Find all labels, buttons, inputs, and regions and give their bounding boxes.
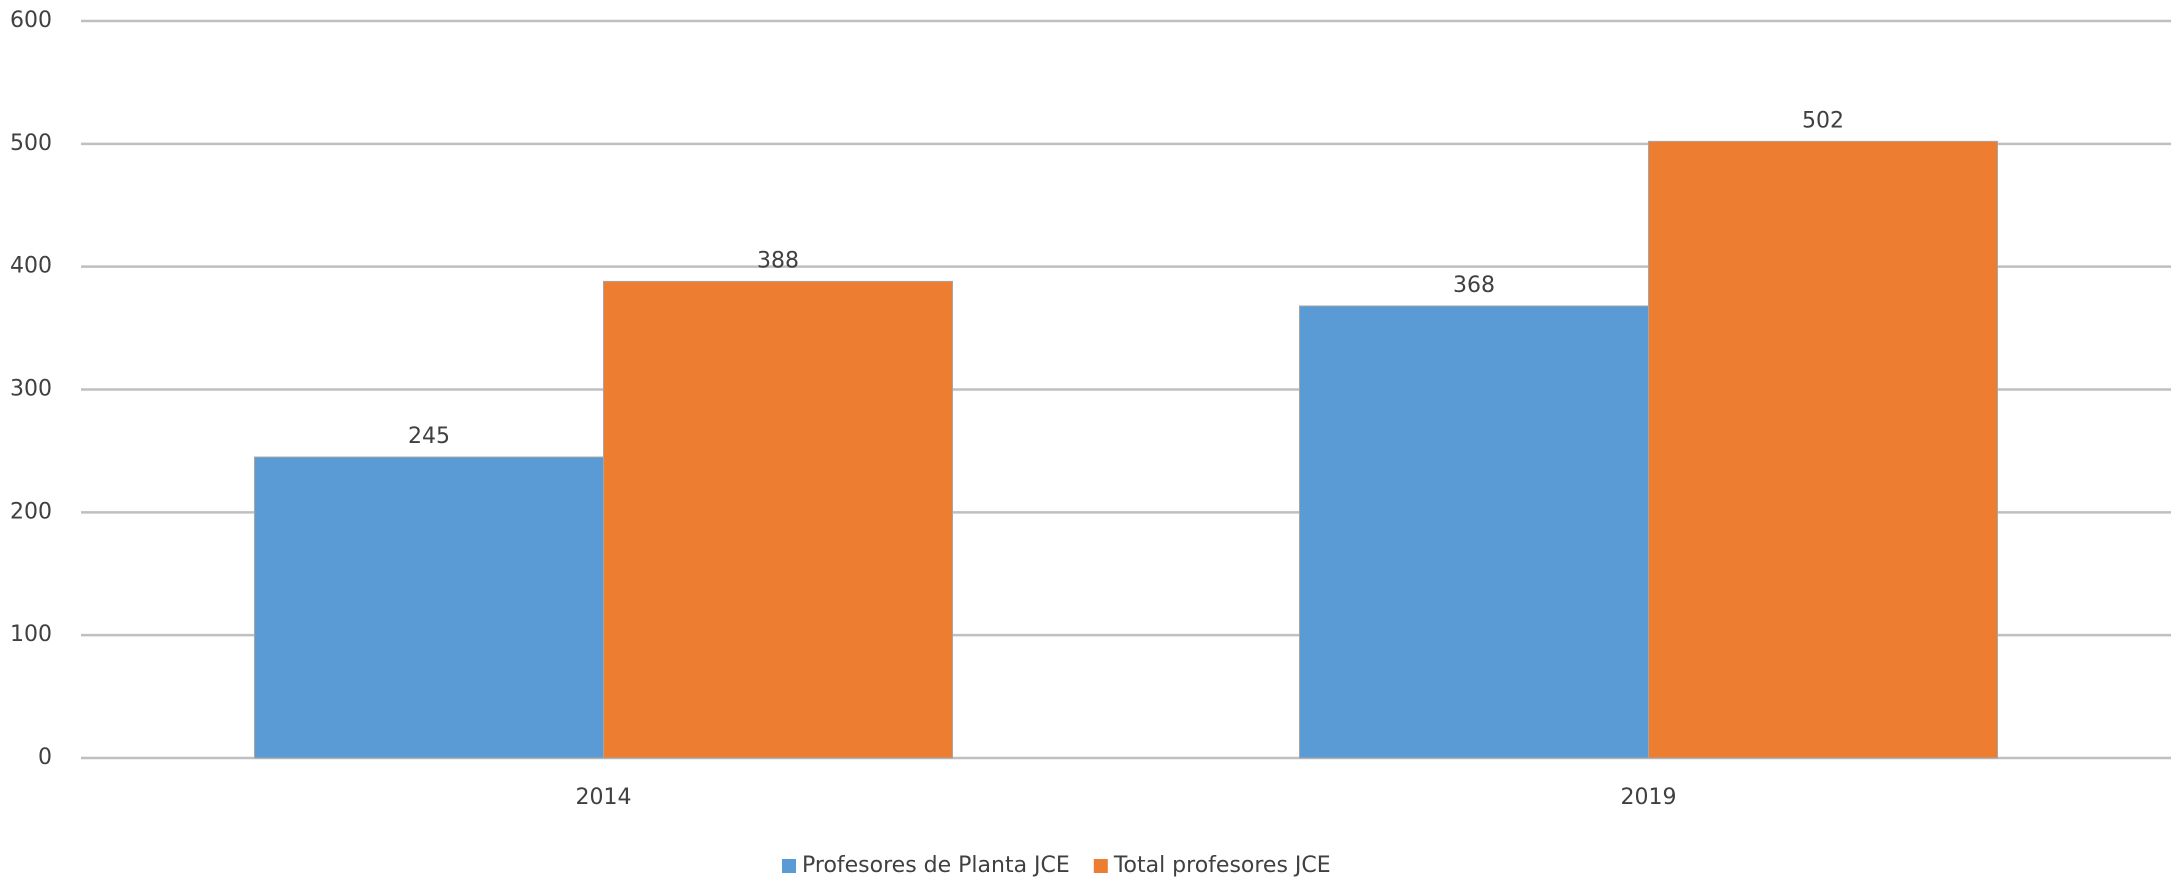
x-tick-label: 2019 (1621, 785, 1677, 810)
legend-label: Total profesores JCE (1113, 853, 1331, 878)
data-label: 502 (1802, 108, 1844, 133)
y-tick-label: 200 (10, 499, 52, 524)
bar (254, 456, 604, 759)
legend-swatch (782, 859, 796, 873)
x-tick-label: 2014 (576, 785, 632, 810)
bar (1648, 140, 1998, 759)
y-tick-label: 500 (10, 131, 52, 156)
y-tick-label: 100 (10, 622, 52, 647)
y-tick-label: 600 (10, 8, 52, 33)
data-label: 388 (757, 248, 799, 273)
legend-swatch (1093, 859, 1108, 873)
y-tick-label: 300 (10, 377, 52, 402)
data-label: 368 (1453, 273, 1495, 298)
bar (603, 280, 953, 759)
data-label: 245 (408, 424, 450, 449)
y-tick-label: 400 (10, 254, 52, 279)
bar (1299, 305, 1649, 759)
y-tick-label: 0 (38, 745, 52, 770)
legend-label: Profesores de Planta JCE (802, 853, 1070, 878)
